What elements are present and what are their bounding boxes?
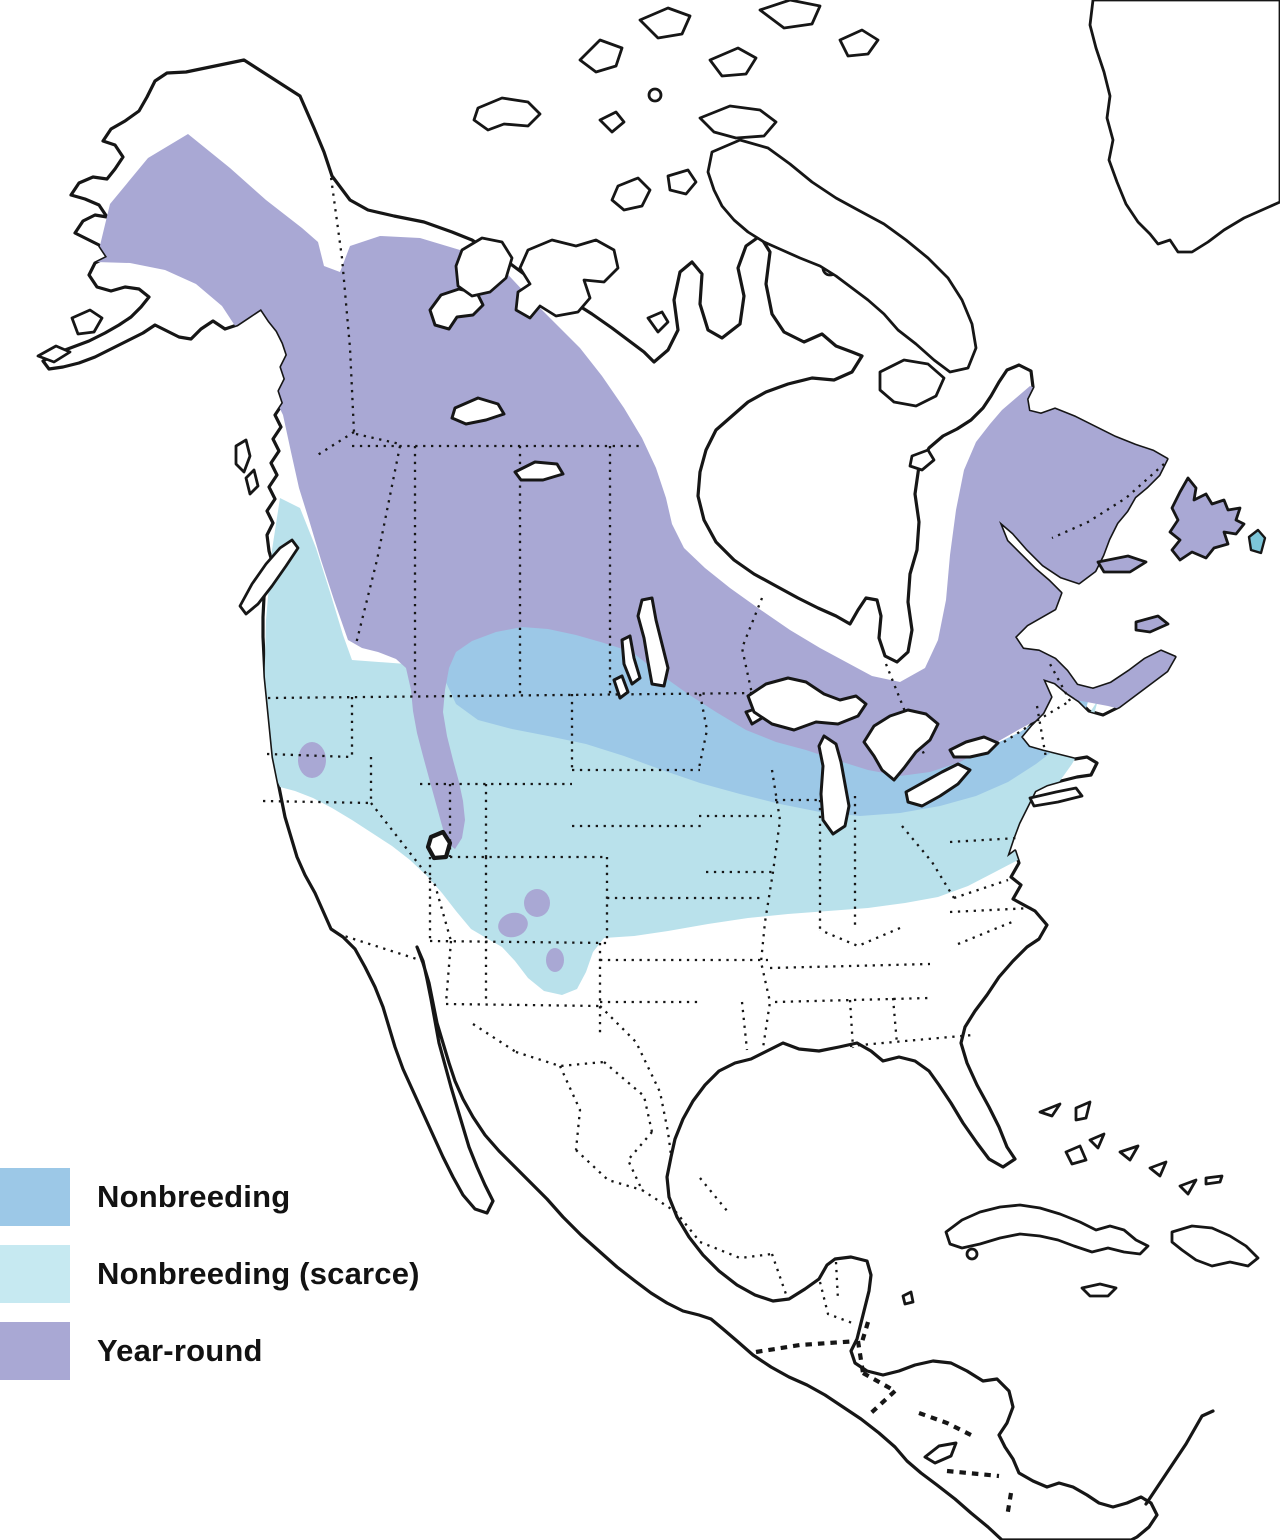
lakes [425,287,1000,1465]
cuba [944,1203,1150,1256]
greenland [1088,0,1280,254]
aleutian-islet [36,344,72,364]
baffin-island [706,138,978,374]
atlantic-islands [1028,476,1267,808]
region-year-round [96,134,1175,849]
belcher-islands [908,448,936,472]
bahamas-5 [1118,1144,1140,1162]
region-year-round-spot-colorado-3 [546,948,564,972]
region-nonbreeding-scarce [264,498,1098,995]
bahamas-2 [1074,1100,1092,1122]
ellesmere-island-4 [758,0,822,30]
long-island [1028,786,1084,808]
melville-island [472,96,542,132]
legend-label-nonbreeding: Nonbreeding [97,1179,291,1214]
small-arctic-isle-1 [647,87,663,103]
devon-island [698,104,778,140]
southampton-island [878,358,946,408]
legend-label-year-round: Year-round [97,1333,263,1368]
ellesmere-island-1 [578,38,624,74]
kodiak-island [70,308,104,336]
country-borders [755,1321,1014,1518]
legend-swatch-nonbreeding [0,1168,70,1226]
isla-juventud [965,1247,979,1261]
lake-ontario [948,735,1000,759]
legend-label-nonbreeding-scarce: Nonbreeding (scarce) [97,1256,420,1291]
lake-great-slave [450,396,506,426]
region-nonbreeding [432,600,1092,816]
victoria-island [514,238,620,320]
lake-winnipeg [636,596,670,688]
newfoundland [1168,476,1246,562]
lake-superior [746,676,868,732]
lake-erie [904,762,972,808]
bahamas-8 [1204,1174,1224,1186]
haida-gwaii-2 [244,468,260,496]
lake-michigan [817,734,851,836]
lake-athabasca [513,460,565,482]
legend-item-year-round: Year-round [0,1322,420,1380]
legend-item-nonbreeding: Nonbreeding [0,1168,420,1226]
bahamas-1 [1038,1102,1062,1118]
region-year-round-spot-oregon [298,742,326,778]
bahamas-4 [1064,1144,1088,1166]
legend: Nonbreeding Nonbreeding (scarce) Year-ro… [0,1168,420,1399]
king-william-island [646,310,670,334]
anticosti-island [1096,554,1148,574]
pacific-islands [36,308,300,616]
lake-huron [862,708,940,782]
prince-edward-island [1134,614,1170,634]
interior-borders [262,169,1165,1326]
lake-nicaragua [923,1441,958,1465]
region-year-round-spot-colorado-2 [498,912,528,938]
banks-island [454,236,514,298]
region-year-round-spot-colorado-1 [524,889,550,917]
hispaniola [1170,1224,1260,1268]
axel-heiberg-island [838,28,880,58]
ellesmere-island-3 [708,46,758,78]
bahamas-3 [1088,1132,1106,1150]
haida-gwaii-1 [234,438,252,474]
ellesmere-island-2 [638,6,692,40]
bahamas-7 [1178,1178,1198,1196]
legend-swatch-year-round [0,1322,70,1380]
lake-winnipegosis [620,634,642,686]
bathurst-island [598,110,626,134]
vancouver-island [238,538,300,616]
lake-manitoba [612,674,630,700]
bahamas-6 [1148,1160,1168,1178]
prince-of-wales-island [610,176,652,212]
caribbean-islands [901,1100,1260,1306]
legend-item-nonbreeding-scarce: Nonbreeding (scarce) [0,1245,420,1303]
somerset-island [666,168,698,196]
cozumel [901,1290,915,1306]
arctic-islands [454,0,1280,472]
south-america-coast [1144,1409,1215,1506]
offshore-nonbreeding-spot [1247,528,1267,555]
range-regions [96,134,1175,995]
legend-swatch-nonbreeding-scarce [0,1245,70,1303]
great-salt-lake [425,829,453,861]
jamaica [1080,1282,1118,1298]
lake-great-bear [428,287,485,331]
